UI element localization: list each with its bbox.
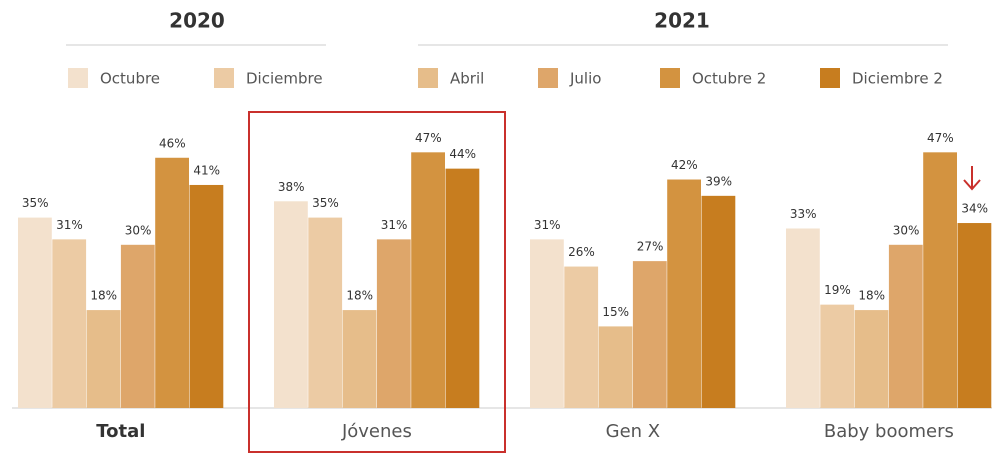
legend-swatch bbox=[68, 68, 88, 88]
value-label: 30% bbox=[893, 223, 920, 237]
legend-swatch bbox=[820, 68, 840, 88]
legend-label: Diciembre bbox=[246, 70, 323, 88]
highlight-box bbox=[248, 111, 506, 453]
category-label: Jóvenes bbox=[341, 421, 412, 442]
bar bbox=[308, 217, 343, 408]
arrow bbox=[963, 166, 981, 191]
value-label: 47% bbox=[927, 131, 954, 145]
value-label: 44% bbox=[449, 147, 476, 161]
value-label: 33% bbox=[790, 207, 817, 221]
legend-label: Diciembre 2 bbox=[852, 70, 943, 88]
year-label: 2020 bbox=[169, 9, 225, 33]
value-label: 31% bbox=[534, 218, 561, 232]
value-label: 39% bbox=[705, 174, 732, 188]
bar bbox=[189, 184, 224, 408]
category-label: Total bbox=[96, 421, 145, 442]
bar bbox=[155, 157, 189, 408]
bar bbox=[445, 168, 480, 408]
bar bbox=[342, 310, 377, 408]
bar bbox=[18, 217, 52, 408]
value-label: 31% bbox=[381, 218, 408, 232]
bar bbox=[888, 244, 923, 408]
value-label: 35% bbox=[22, 196, 49, 210]
value-label: 18% bbox=[346, 289, 373, 303]
legend-label: Octubre 2 bbox=[692, 70, 766, 88]
value-label: 31% bbox=[56, 218, 83, 232]
year-label: 2021 bbox=[654, 9, 710, 33]
value-label: 30% bbox=[125, 223, 152, 237]
legend-label: Julio bbox=[569, 70, 601, 88]
value-label: 18% bbox=[90, 289, 117, 303]
bar bbox=[923, 152, 957, 408]
value-label: 27% bbox=[637, 240, 664, 254]
bar bbox=[632, 261, 667, 408]
bar bbox=[667, 179, 701, 408]
value-label: 42% bbox=[671, 158, 698, 172]
legend-label: Abril bbox=[450, 70, 484, 88]
value-label: 41% bbox=[193, 163, 220, 177]
bar bbox=[274, 201, 308, 408]
bar bbox=[530, 239, 564, 408]
bar bbox=[376, 239, 411, 408]
value-label: 34% bbox=[961, 202, 988, 216]
value-label: 38% bbox=[278, 180, 305, 194]
legend-label: Octubre bbox=[100, 70, 160, 88]
bar bbox=[86, 310, 121, 408]
value-label: 19% bbox=[824, 283, 851, 297]
bar bbox=[820, 304, 855, 408]
category-label: Gen X bbox=[606, 421, 660, 442]
value-label: 47% bbox=[415, 131, 442, 145]
value-label: 46% bbox=[159, 136, 186, 150]
value-label: 15% bbox=[602, 305, 629, 319]
bar bbox=[957, 223, 992, 408]
value-label: 26% bbox=[568, 245, 595, 259]
legend-swatch bbox=[660, 68, 680, 88]
bar bbox=[564, 266, 599, 408]
legend-swatch bbox=[214, 68, 234, 88]
bar bbox=[854, 310, 889, 408]
category-label: Baby boomers bbox=[824, 421, 954, 442]
legend-swatch bbox=[418, 68, 438, 88]
bar bbox=[52, 239, 87, 408]
bar bbox=[120, 244, 155, 408]
bar bbox=[701, 195, 736, 408]
legend-swatch bbox=[538, 68, 558, 88]
bar bbox=[598, 326, 633, 408]
value-label: 35% bbox=[312, 196, 339, 210]
bar bbox=[786, 228, 820, 408]
value-label: 18% bbox=[858, 289, 885, 303]
bar bbox=[411, 152, 445, 408]
